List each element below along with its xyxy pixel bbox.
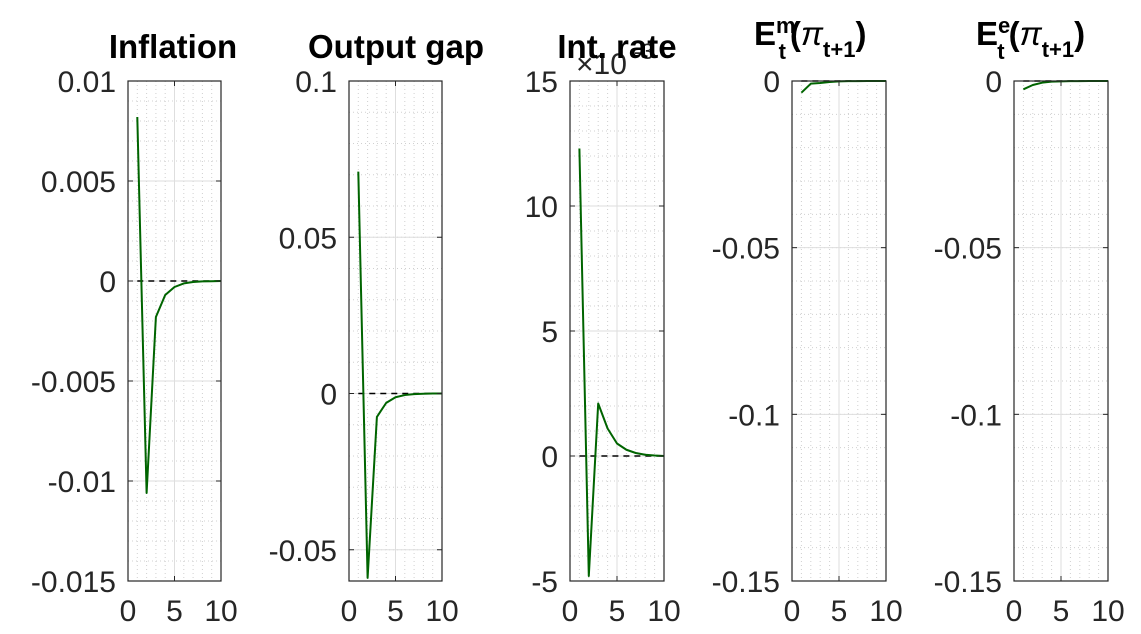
- title-part: ): [855, 15, 866, 52]
- title-part: t: [779, 39, 787, 64]
- title-part: t+1: [823, 37, 855, 62]
- subplot-title: Ee t (πt+1): [976, 13, 1085, 64]
- title-part: m: [776, 13, 796, 38]
- x-tick-label: 10: [1091, 595, 1124, 628]
- x-tick-label: 10: [204, 595, 237, 628]
- y-tick-label: -0.15: [712, 566, 780, 599]
- y-tick-label: -0.1: [950, 399, 1002, 432]
- title-part: (: [1009, 15, 1020, 52]
- x-tick-label: 0: [341, 595, 358, 628]
- subplot-title: Output gap: [308, 28, 484, 65]
- y-tick-label: 0.01: [58, 66, 116, 99]
- y-tick-label: 0: [320, 379, 337, 412]
- x-tick-label: 5: [166, 595, 183, 628]
- y-tick-label: 0: [985, 66, 1002, 99]
- y-tick-label: 0.005: [41, 166, 116, 199]
- y-tick-label: 0: [763, 66, 780, 99]
- series-line: [1022, 80, 1108, 91]
- axis-multiplier-exponent: -3: [634, 39, 654, 64]
- y-tick-label: -0.05: [269, 535, 337, 568]
- x-tick-label: 10: [869, 595, 902, 628]
- y-tick-label: -0.1: [728, 399, 780, 432]
- x-tick-label: 5: [1053, 595, 1070, 628]
- title-part: e: [998, 13, 1010, 38]
- x-tick-label: 5: [609, 595, 626, 628]
- title-part: π: [801, 15, 824, 52]
- x-tick-label: 0: [120, 595, 137, 628]
- y-tick-label: -0.15: [934, 566, 1002, 599]
- x-tick-label: 0: [562, 595, 579, 628]
- y-tick-label: 0.05: [279, 222, 337, 255]
- y-tick-label: -0.05: [934, 233, 1002, 266]
- series-line: [578, 148, 665, 577]
- x-tick-label: 10: [425, 595, 458, 628]
- title-part: t+1: [1042, 37, 1074, 62]
- title-part: t: [997, 39, 1005, 64]
- y-tick-label: -0.015: [31, 566, 116, 599]
- y-tick-label: 0: [99, 266, 116, 299]
- x-tick-label: 5: [831, 595, 848, 628]
- y-tick-label: -0.005: [31, 366, 116, 399]
- title-part: E: [754, 15, 776, 52]
- subplot-title: Em t (πt+1): [754, 13, 866, 64]
- axis-multiplier: ×10: [576, 48, 627, 81]
- series-line: [800, 80, 886, 94]
- y-tick-label: 0: [541, 441, 558, 474]
- title-part: ): [1074, 15, 1085, 52]
- series-line: [357, 171, 442, 579]
- y-tick-label: 10: [525, 191, 558, 224]
- x-tick-label: 0: [1006, 595, 1023, 628]
- y-tick-label: -0.05: [712, 233, 780, 266]
- title-part: (: [790, 15, 801, 52]
- title-part: E: [976, 15, 998, 52]
- x-tick-label: 5: [387, 595, 404, 628]
- subplot-title: Inflation: [109, 28, 237, 65]
- y-tick-label: -0.01: [48, 466, 116, 499]
- x-tick-label: 10: [647, 595, 680, 628]
- y-tick-label: -5: [531, 566, 558, 599]
- subplot-title: Int. rate: [557, 28, 676, 65]
- y-tick-label: 15: [525, 66, 558, 99]
- series-line: [136, 116, 222, 494]
- x-tick-label: 0: [784, 595, 801, 628]
- y-tick-label: 0.1: [295, 66, 337, 99]
- title-part: π: [1020, 15, 1043, 52]
- y-tick-label: 5: [541, 316, 558, 349]
